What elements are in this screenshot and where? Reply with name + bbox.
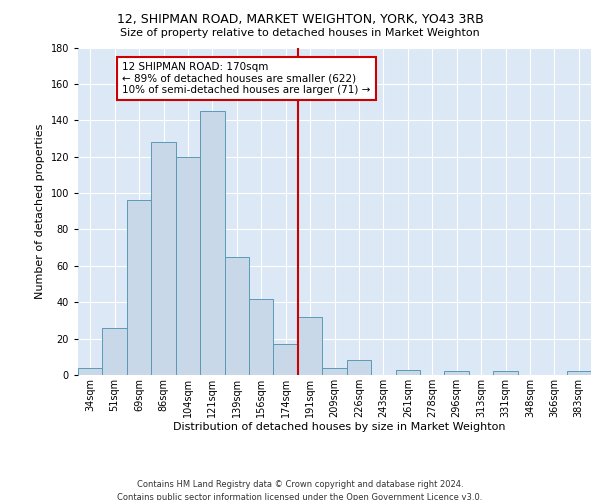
Bar: [322, 368, 347, 375]
Bar: [151, 142, 176, 375]
Bar: [445, 372, 469, 375]
Bar: [200, 111, 224, 375]
Text: Contains HM Land Registry data © Crown copyright and database right 2024.
Contai: Contains HM Land Registry data © Crown c…: [118, 480, 482, 500]
Bar: [493, 372, 518, 375]
Text: 12, SHIPMAN ROAD, MARKET WEIGHTON, YORK, YO43 3RB: 12, SHIPMAN ROAD, MARKET WEIGHTON, YORK,…: [116, 12, 484, 26]
Bar: [274, 344, 298, 375]
Text: Size of property relative to detached houses in Market Weighton: Size of property relative to detached ho…: [120, 28, 480, 38]
Y-axis label: Number of detached properties: Number of detached properties: [35, 124, 45, 299]
Bar: [103, 328, 127, 375]
Bar: [224, 256, 249, 375]
Bar: [176, 156, 200, 375]
Text: Distribution of detached houses by size in Market Weighton: Distribution of detached houses by size …: [173, 422, 505, 432]
Bar: [395, 370, 420, 375]
Bar: [347, 360, 371, 375]
Bar: [566, 372, 591, 375]
Text: 12 SHIPMAN ROAD: 170sqm
← 89% of detached houses are smaller (622)
10% of semi-d: 12 SHIPMAN ROAD: 170sqm ← 89% of detache…: [122, 62, 370, 96]
Bar: [249, 298, 274, 375]
Bar: [298, 317, 322, 375]
Bar: [127, 200, 151, 375]
Bar: [78, 368, 103, 375]
